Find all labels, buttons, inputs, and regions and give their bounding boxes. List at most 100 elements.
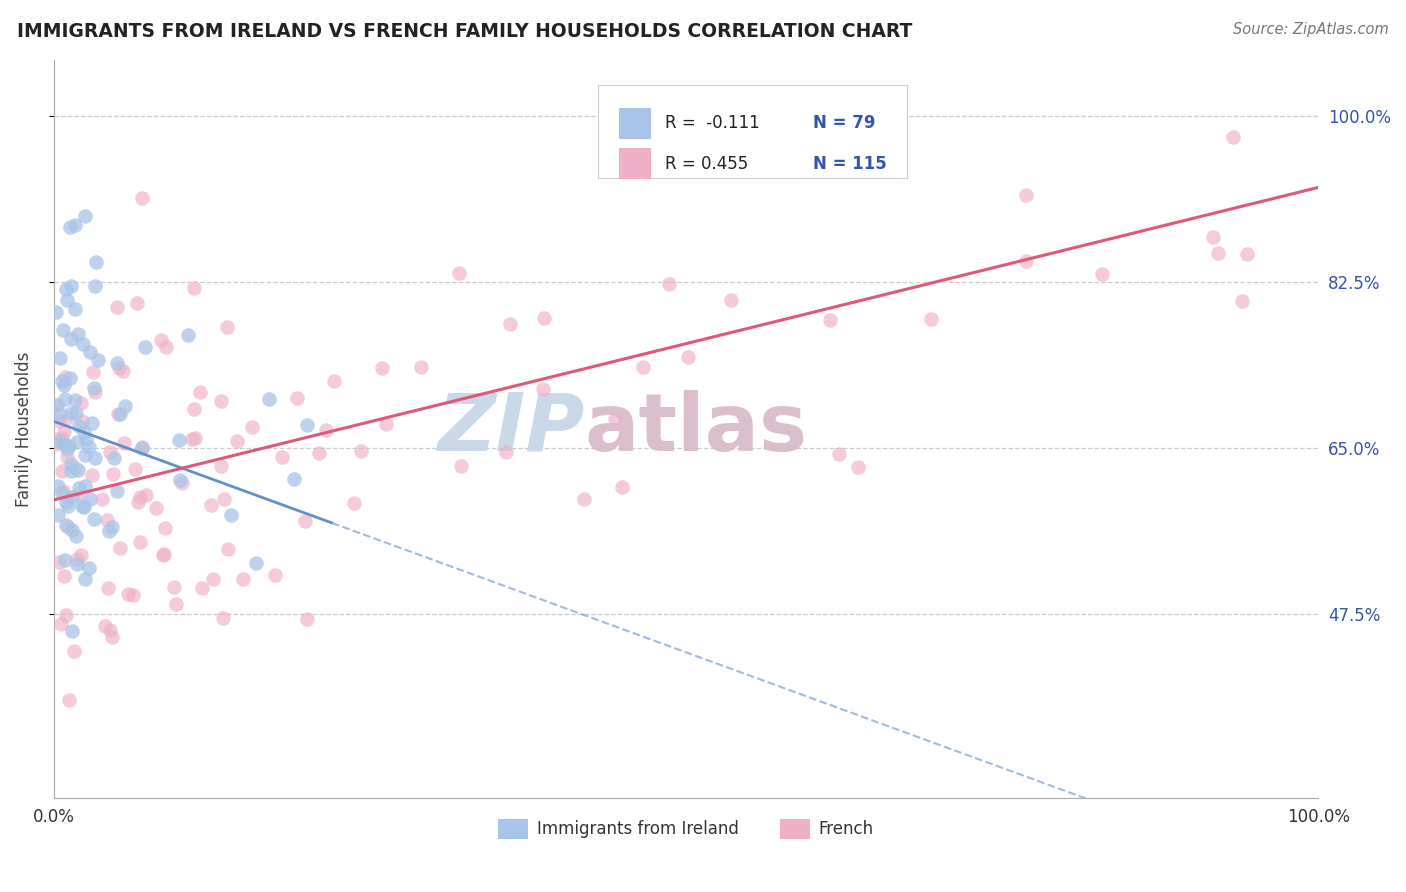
Point <box>65 392 87 407</box>
Point <box>49 616 72 631</box>
Point <box>75 478 97 492</box>
Point <box>80 416 103 430</box>
Point <box>245 556 267 570</box>
Text: N = 79: N = 79 <box>813 114 875 132</box>
Point <box>45 305 67 319</box>
Point <box>70 499 93 513</box>
Point <box>370 360 392 375</box>
Point <box>67 481 90 495</box>
Point <box>56 410 79 425</box>
Point <box>51 374 73 388</box>
Point <box>1015 253 1038 268</box>
Point <box>53 569 76 583</box>
Point <box>495 444 517 458</box>
Point <box>108 541 131 555</box>
Point <box>60 523 83 537</box>
Point <box>46 432 69 446</box>
Point <box>183 401 205 416</box>
Point <box>122 588 145 602</box>
Point <box>65 557 87 571</box>
Point <box>232 572 254 586</box>
Point <box>450 458 472 473</box>
Point <box>84 451 107 466</box>
Text: Source: ZipAtlas.com: Source: ZipAtlas.com <box>1233 22 1389 37</box>
Point <box>631 359 654 374</box>
Point <box>200 498 222 512</box>
Point <box>343 496 366 510</box>
Point <box>67 419 90 434</box>
Point <box>127 296 149 310</box>
Point <box>53 437 76 451</box>
Point <box>55 494 77 508</box>
Point <box>818 313 841 327</box>
Point <box>105 300 128 314</box>
Point <box>84 255 107 269</box>
Point <box>101 467 124 481</box>
Point <box>184 430 207 444</box>
Point <box>257 392 280 406</box>
Point <box>603 412 626 426</box>
Point <box>152 548 174 562</box>
Point <box>127 495 149 509</box>
Point <box>65 529 87 543</box>
Point <box>66 488 89 502</box>
Point <box>108 407 131 421</box>
Point <box>920 311 942 326</box>
Point <box>375 417 398 431</box>
Point <box>112 364 135 378</box>
Point <box>101 630 124 644</box>
Point <box>209 393 232 408</box>
Point <box>56 442 79 456</box>
Point <box>49 351 72 365</box>
Point <box>270 450 292 465</box>
Point <box>46 479 69 493</box>
Point <box>53 370 76 384</box>
Point <box>201 572 224 586</box>
Point <box>658 277 681 291</box>
Point <box>209 459 232 474</box>
Point <box>63 461 86 475</box>
Point <box>170 476 193 491</box>
Point <box>155 341 177 355</box>
Point <box>191 581 214 595</box>
Point <box>167 433 190 447</box>
Point <box>52 378 75 392</box>
Point <box>58 439 80 453</box>
Point <box>323 374 346 388</box>
Point <box>87 352 110 367</box>
Point <box>52 323 75 337</box>
Point <box>63 301 86 316</box>
Point <box>55 282 77 296</box>
Point <box>48 555 70 569</box>
Point <box>150 333 173 347</box>
Point <box>52 425 75 439</box>
Point <box>114 399 136 413</box>
Point <box>531 382 554 396</box>
Text: atlas: atlas <box>585 390 808 468</box>
Point <box>51 464 73 478</box>
Point <box>283 472 305 486</box>
Point <box>1202 230 1225 244</box>
Point <box>60 332 83 346</box>
Point <box>308 445 330 459</box>
Y-axis label: Family Households: Family Households <box>15 351 32 507</box>
Point <box>84 384 107 399</box>
Point <box>45 398 67 412</box>
Bar <box>619 148 651 179</box>
Point <box>409 359 432 374</box>
Point <box>77 440 100 454</box>
Point <box>1015 187 1038 202</box>
Point <box>499 317 522 331</box>
Point <box>94 619 117 633</box>
Point <box>315 423 337 437</box>
Point <box>163 580 186 594</box>
Point <box>107 407 129 421</box>
Point <box>56 450 79 464</box>
Point <box>349 443 371 458</box>
Point <box>59 370 82 384</box>
Legend: Immigrants from Ireland, French: Immigrants from Ireland, French <box>492 813 880 846</box>
Point <box>107 483 129 498</box>
Text: IMMIGRANTS FROM IRELAND VS FRENCH FAMILY HOUSEHOLDS CORRELATION CHART: IMMIGRANTS FROM IRELAND VS FRENCH FAMILY… <box>17 22 912 41</box>
Point <box>183 281 205 295</box>
Point <box>217 542 239 557</box>
